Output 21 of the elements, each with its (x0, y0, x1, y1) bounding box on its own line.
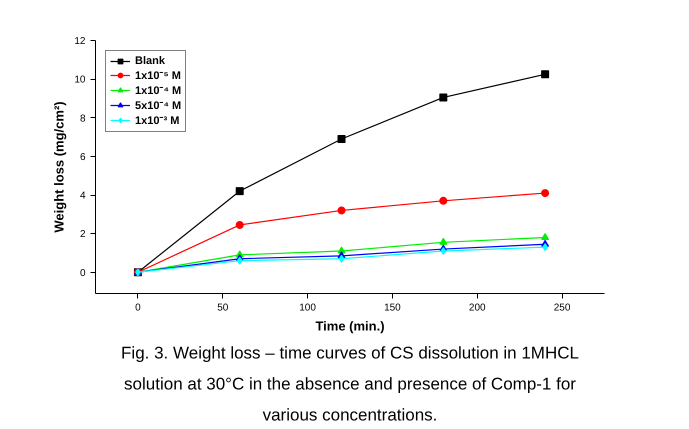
x-tick-label: 200 (468, 302, 486, 314)
x-axis-title: Time (min.) (315, 318, 385, 334)
y-tick-label: 10 (74, 74, 86, 86)
legend-label: 1x10⁻⁴ M (135, 84, 182, 97)
x-tick-label: 100 (299, 302, 316, 314)
legend-label: 1x10⁻³ M (135, 114, 180, 127)
y-axis-title: Weight loss (mg/cm²) (51, 101, 66, 233)
x-tick-label: 0 (135, 302, 142, 314)
y-tick-label: 0 (80, 268, 86, 279)
y-tick-label: 2 (80, 229, 86, 240)
y-tick-label: 6 (80, 152, 86, 163)
legend-label: Blank (135, 55, 165, 67)
legend-label: 5x10⁻⁴ M (135, 99, 182, 112)
x-tick-label: 50 (217, 302, 229, 314)
x-tick-label: 150 (384, 302, 402, 314)
y-tick-label: 4 (80, 190, 86, 202)
y-tick-label: 8 (80, 113, 86, 124)
x-tick-label: 250 (554, 302, 571, 314)
y-tick-label: 12 (74, 36, 86, 47)
caption: Fig. 3. Weight loss – time curves of CS dissolution in 1MHCL solution at 30°C in the absence and presence of Comp-1 for various concentrations. (121, 344, 579, 424)
legend-label: 1x10⁻⁵ M (135, 69, 181, 82)
